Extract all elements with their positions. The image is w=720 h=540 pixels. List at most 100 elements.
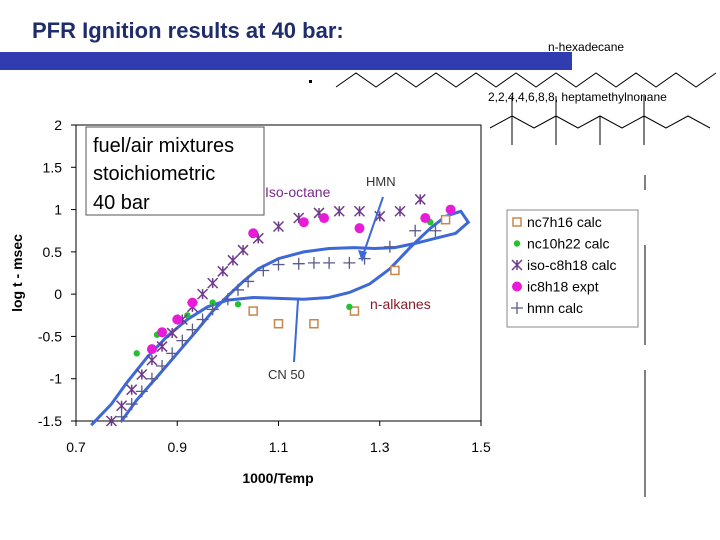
y-tick-label: -1.5 [38, 413, 62, 429]
blue-curve [90, 209, 471, 427]
x-tick-label: 0.9 [168, 439, 188, 455]
data-point [237, 244, 249, 256]
legend-label: nc7h16 calc [527, 214, 602, 230]
legend-box [506, 209, 639, 328]
data-point [349, 306, 360, 316]
data-point [156, 360, 169, 373]
data-point [133, 350, 140, 357]
legend-marker [513, 240, 521, 247]
data-point [209, 299, 216, 306]
data-point [414, 193, 426, 205]
data-point [257, 264, 270, 277]
conditions-box [85, 126, 265, 216]
stray-dot [309, 80, 312, 83]
data-point [146, 354, 158, 366]
box-line-1: fuel/air mixtures [93, 135, 234, 157]
box-line-3: 40 bar [93, 192, 150, 214]
y-tick-label: 0.5 [43, 244, 63, 260]
iso-octane-label: Iso-octane [265, 184, 331, 200]
hmn-arrow [361, 196, 384, 259]
hexadecane-label: n-hexadecane [548, 40, 625, 54]
data-point [309, 318, 319, 329]
data-point [307, 256, 320, 269]
legend-label: ic8h18 expt [527, 279, 599, 295]
data-point [125, 398, 138, 411]
data-point [420, 213, 431, 224]
data-point [445, 204, 456, 215]
y-tick-label: 1 [54, 202, 62, 218]
y-tick-label: -0.5 [38, 328, 62, 344]
data-point [207, 277, 219, 289]
x-tick-label: 0.7 [66, 439, 86, 455]
legend-marker [512, 217, 522, 227]
data-point [353, 205, 366, 217]
data-point [273, 318, 284, 329]
x-axis-title: 1000/Temp [242, 470, 313, 486]
data-point [319, 213, 330, 224]
data-point [186, 323, 199, 336]
data-point [248, 306, 258, 316]
data-point [172, 314, 183, 325]
data-point [272, 220, 285, 233]
data-point [166, 327, 178, 339]
tick-labels: 0.7 0.9 1.1 1.3 1.5 2 1.5 1 0.5 0 -0.5 -1 -1.5 [38, 117, 491, 455]
cn50-pointer [293, 299, 299, 363]
data-point [440, 214, 451, 225]
series-markers [105, 193, 456, 427]
legend-label: nc10h22 calc [527, 236, 610, 252]
data-point [333, 205, 345, 217]
data-point [146, 344, 157, 355]
legend-label: iso-c8h18 calc [527, 257, 617, 273]
data-point [166, 347, 179, 360]
legend-marker [511, 302, 523, 314]
data-point [156, 341, 168, 353]
data-point [354, 223, 365, 234]
data-point [248, 228, 259, 239]
data-point [136, 368, 148, 381]
data-point [394, 205, 406, 217]
data-point [221, 293, 234, 306]
data-point [115, 410, 128, 423]
data-point [105, 415, 117, 427]
axis-ticks [71, 124, 482, 426]
hexadecane-structure [335, 72, 717, 88]
hmn-arrowhead [358, 250, 367, 262]
y-tick-label: 2 [54, 117, 62, 133]
data-point [197, 288, 209, 300]
data-point [116, 400, 128, 412]
legend: nc7h16 calc nc10h22 calc iso-c8h18 calc ic8… [511, 214, 617, 316]
x-tick-label: 1.5 [471, 439, 491, 455]
data-point [298, 217, 309, 228]
data-point [232, 283, 244, 296]
data-point [176, 334, 189, 347]
y-tick-label: 1.5 [43, 159, 63, 175]
y-axis-title: log t - msec [9, 234, 25, 312]
x-tick-label: 1.1 [269, 439, 289, 455]
legend-marker [512, 281, 522, 292]
data-point [135, 385, 148, 398]
y-tick-label: -1 [50, 371, 63, 387]
n-alkanes-label: n-alkanes [370, 296, 431, 312]
data-point [409, 224, 422, 237]
box-line-2: stoichiometric [93, 163, 215, 185]
legend-marker [511, 259, 523, 271]
hmn-label: HMN [366, 174, 396, 189]
y-tick-label: 0 [54, 286, 62, 302]
data-point [272, 258, 285, 271]
data-point [187, 297, 198, 308]
data-point [346, 303, 353, 311]
data-point [145, 372, 158, 385]
x-tick-label: 1.3 [370, 439, 390, 455]
data-point [196, 313, 209, 326]
cn50-label: CN 50 [268, 367, 305, 382]
data-point [343, 256, 356, 269]
data-point [157, 327, 168, 338]
heptamethylnonane-label: 2,2,4,4,6,8,8, heptamethylnonane [488, 90, 667, 104]
heptamethylnonane-structure [489, 96, 711, 497]
title-bar [0, 52, 572, 70]
data-point [206, 303, 219, 316]
slide-title: PFR Ignition results at 40 bar: [32, 18, 344, 43]
data-point [234, 301, 242, 308]
data-point [323, 256, 336, 269]
